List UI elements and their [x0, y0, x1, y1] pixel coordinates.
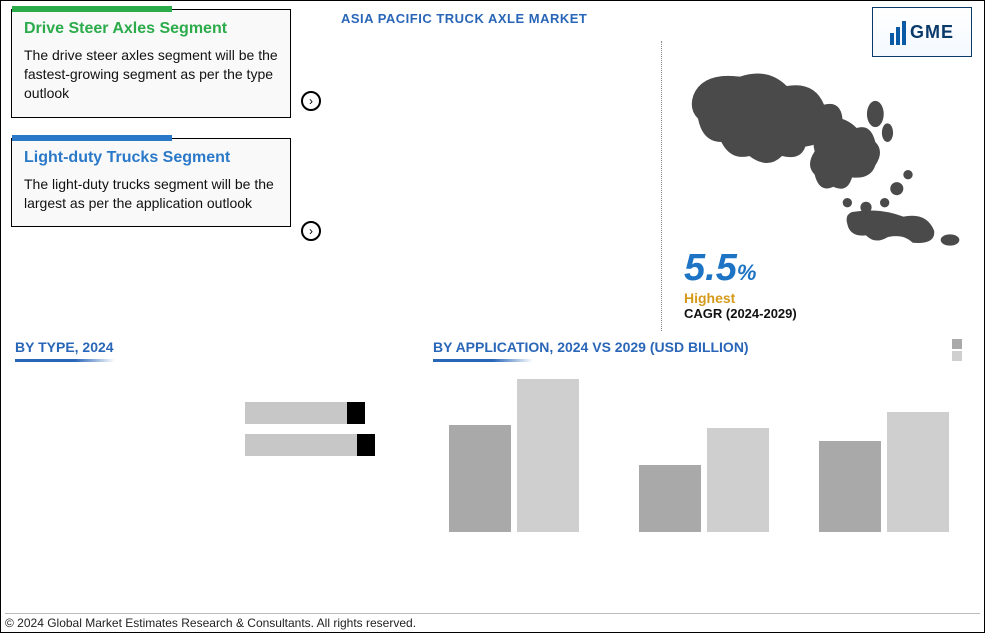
vbar-2024 [819, 441, 881, 532]
hbar-fill [245, 434, 375, 456]
hbar-cap [357, 434, 375, 456]
page-title: ASIA PACIFIC TRUCK AXLE MARKET [341, 11, 654, 26]
legend-item-2024 [952, 339, 966, 349]
cagr-block: 5.5% Highest CAGR (2024-2029) [684, 247, 797, 321]
chart-title: BY APPLICATION, 2024 VS 2029 (USD BILLIO… [433, 339, 970, 355]
bottom-row: BY TYPE, 2024 BY APPLICATION, 2024 VS 20… [1, 331, 984, 591]
by-application-chart: BY APPLICATION, 2024 VS 2029 (USD BILLIO… [433, 339, 970, 591]
vbar-2029 [517, 379, 579, 532]
card-body: The drive steer axles segment will be th… [24, 46, 278, 103]
vbar-2024 [449, 425, 511, 532]
logo-bar-icon [902, 21, 906, 45]
card-light-duty-trucks: Light-duty Trucks Segment The light-duty… [11, 138, 291, 228]
chart-title: BY TYPE, 2024 [15, 339, 415, 355]
cagr-label-period: CAGR (2024-2029) [684, 306, 797, 321]
gme-logo: GME [872, 7, 972, 57]
by-type-chart: BY TYPE, 2024 [15, 339, 415, 591]
vbar-2029 [707, 428, 769, 532]
title-underline [15, 359, 115, 362]
hbar-cap [347, 402, 365, 424]
title-underline [433, 359, 533, 362]
card-tab [12, 135, 172, 141]
hbar-plot-area [15, 372, 395, 552]
logo-text: GME [910, 22, 954, 43]
vbar-group [634, 428, 774, 532]
vbar-group [444, 379, 584, 532]
cagr-percent: % [737, 260, 757, 285]
right-column: GME 5.5% [664, 1, 984, 331]
card-tab [12, 6, 172, 12]
cagr-value: 5.5% [684, 247, 797, 290]
top-row: Drive Steer Axles Segment The drive stee… [1, 1, 984, 331]
card-drive-steer-axles: Drive Steer Axles Segment The drive stee… [11, 9, 291, 118]
footer-copyright: © 2024 Global Market Estimates Research … [5, 613, 980, 630]
vbar-plot-area [433, 372, 970, 552]
logo-bar-icon [890, 33, 894, 45]
card-heading: Drive Steer Axles Segment [24, 20, 278, 38]
vbar-2029 [887, 412, 949, 532]
cagr-number: 5.5 [684, 247, 737, 289]
middle-column: ASIA PACIFIC TRUCK AXLE MARKET › › [301, 1, 664, 331]
hbar-row [245, 402, 365, 424]
chevron-right-icon: › [301, 221, 321, 241]
legend [952, 339, 966, 363]
vbar-group [814, 412, 954, 532]
map-svg [684, 61, 964, 251]
card-body: The light-duty trucks segment will be th… [24, 175, 278, 213]
vbar-2024 [639, 465, 701, 532]
hbar-row [245, 434, 375, 456]
cagr-label-highest: Highest [684, 290, 797, 306]
legend-swatch [952, 351, 962, 361]
left-column: Drive Steer Axles Segment The drive stee… [1, 1, 301, 331]
legend-swatch [952, 339, 962, 349]
chevron-right-icon: › [301, 91, 321, 111]
vertical-divider [661, 41, 662, 331]
asia-pacific-map [684, 61, 964, 251]
card-heading: Light-duty Trucks Segment [24, 149, 278, 167]
logo-bar-icon [896, 27, 900, 45]
legend-item-2029 [952, 351, 966, 361]
